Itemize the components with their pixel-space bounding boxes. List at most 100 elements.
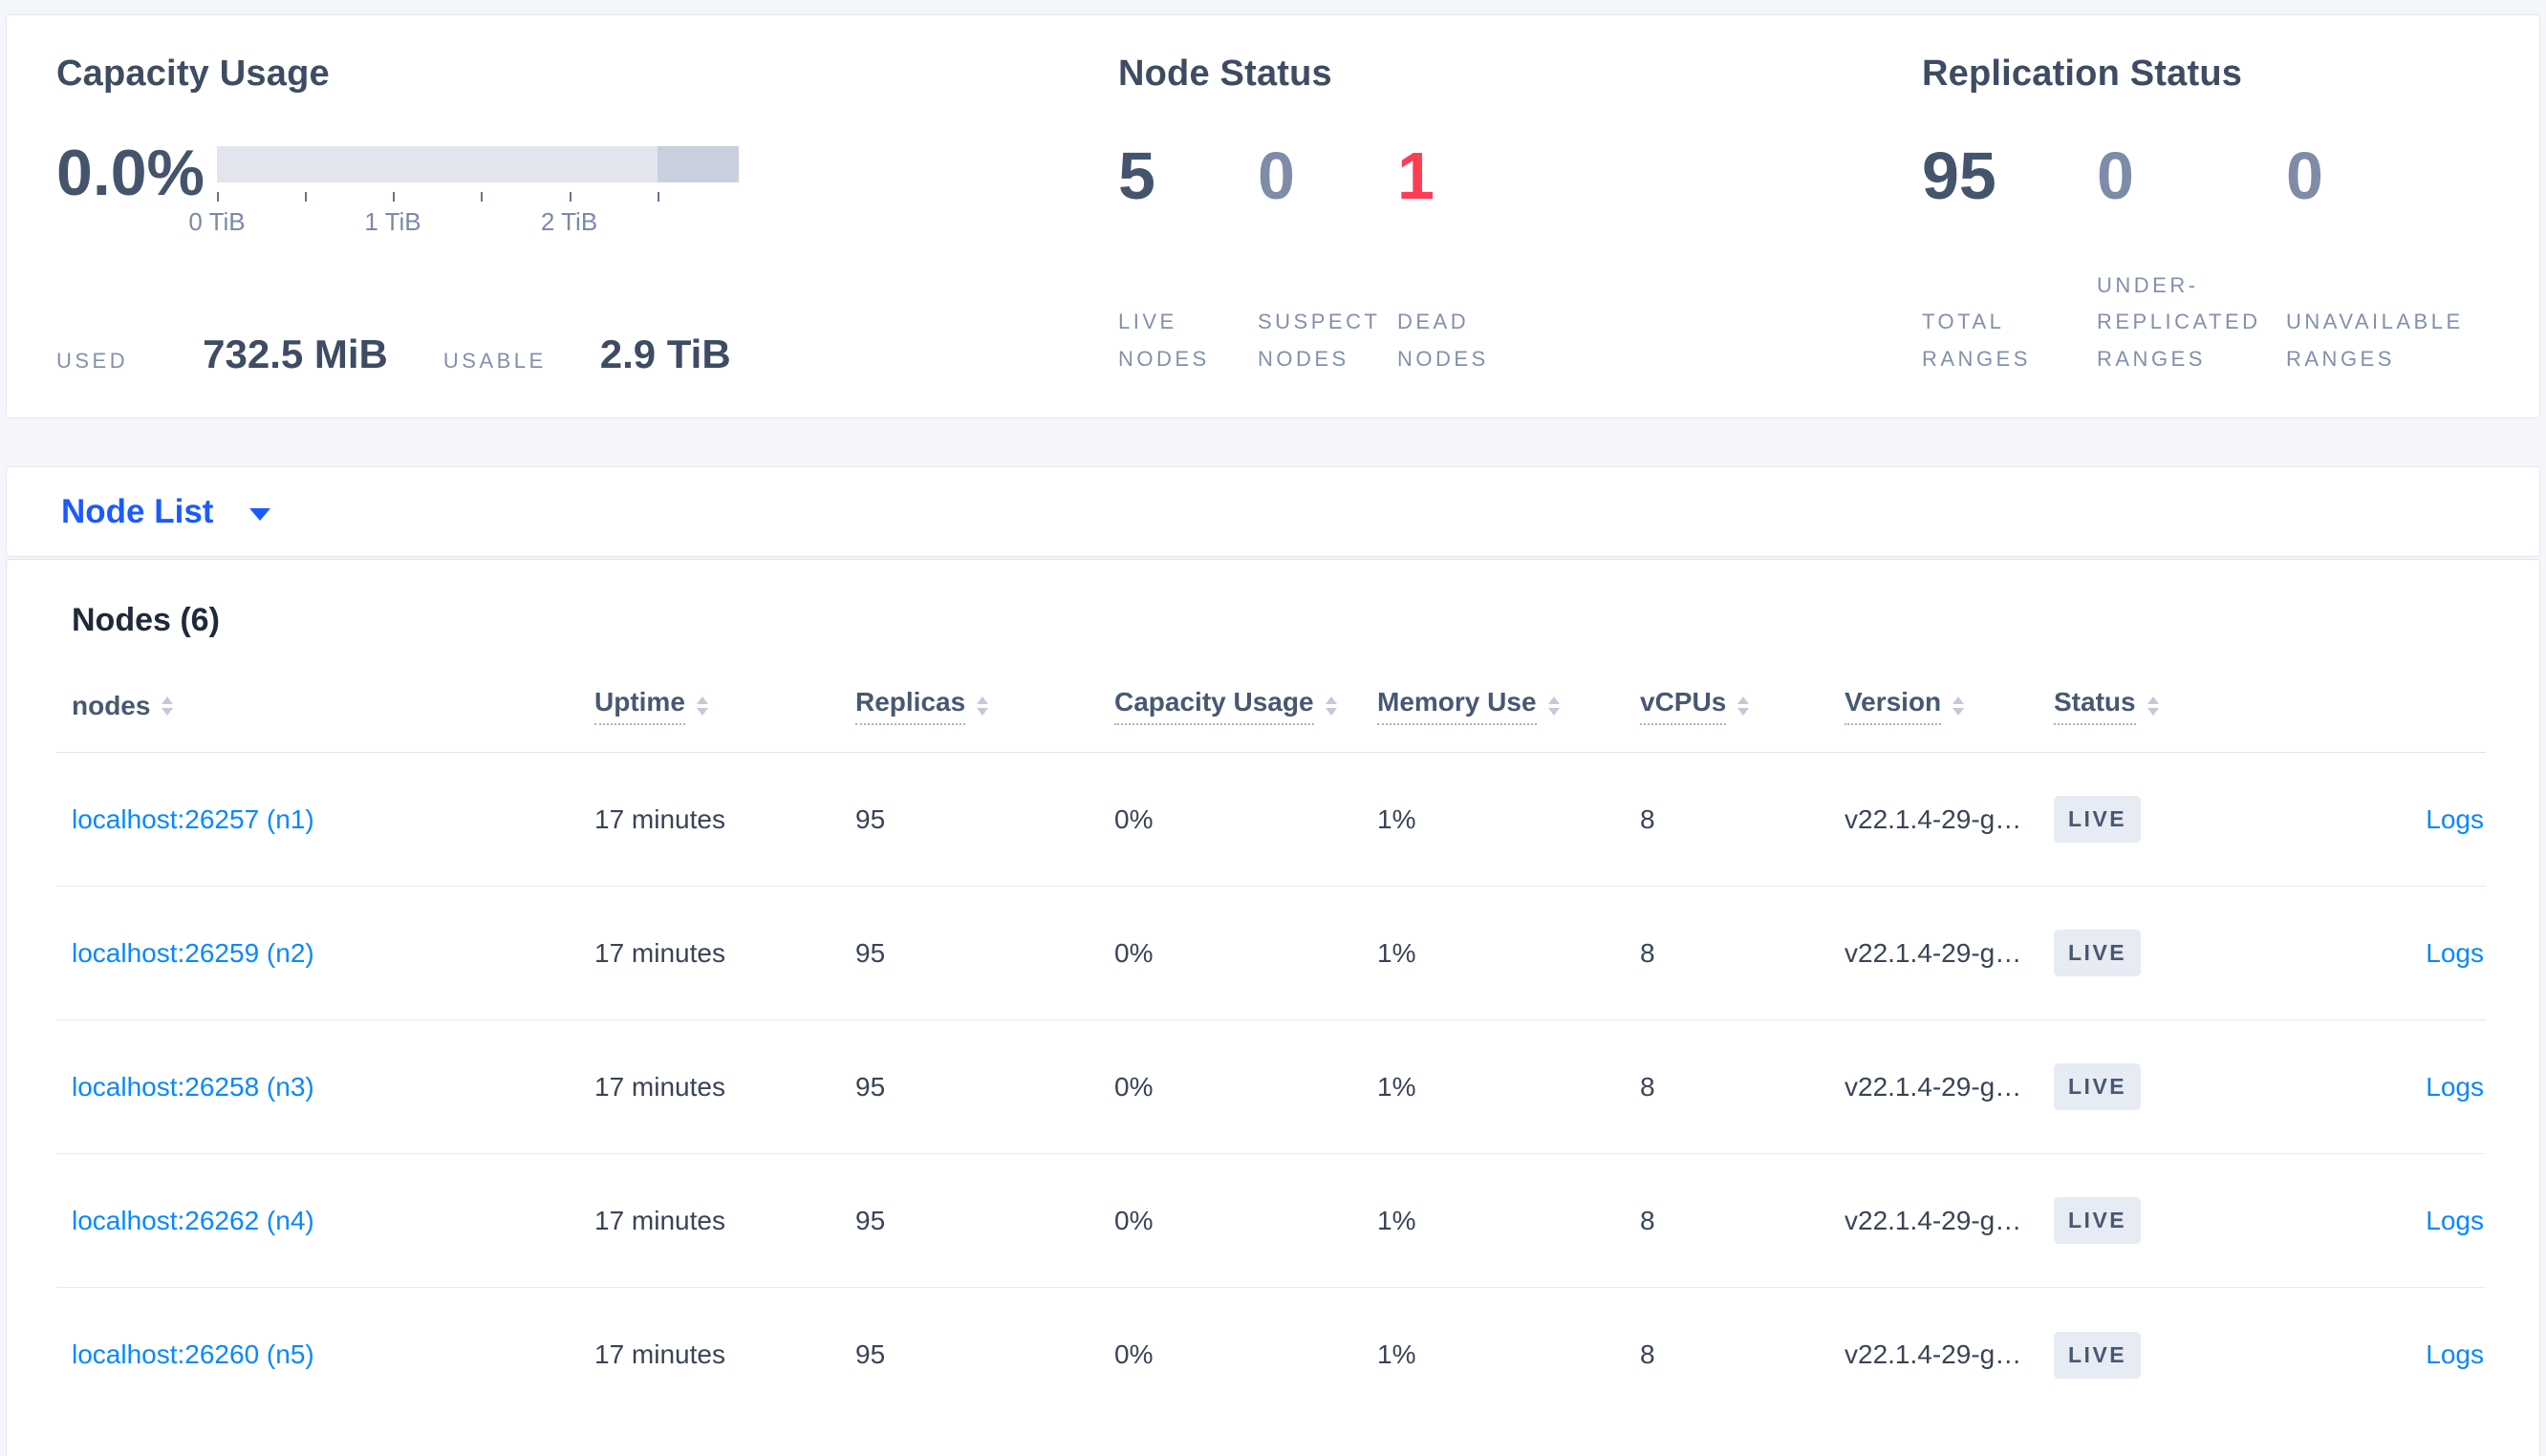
stat-label: LIVE NODES: [1118, 310, 1210, 371]
stat: 5 LIVE NODES: [1118, 142, 1258, 377]
capacity-bar-segment: [657, 146, 739, 182]
chevron-down-icon: [249, 508, 271, 521]
stat-label: SUSPECT NODES: [1258, 310, 1381, 371]
stat-value: 95: [1922, 139, 1996, 213]
axis-tick: [393, 192, 395, 202]
axis-tick: [305, 192, 308, 202]
node-status-card: Node Status 5 LIVE NODES 0 SUSPECT NODES…: [1118, 54, 1922, 377]
replicas-cell: 95: [855, 937, 886, 968]
column-header-label: Version: [1845, 687, 1942, 725]
sort-arrows-icon: [696, 696, 708, 716]
stat-label: DEAD NODES: [1397, 310, 1489, 371]
sort-arrows-icon: [2147, 696, 2159, 716]
axis-tick-label: 2 TiB: [540, 207, 598, 236]
capacity-used-percent: 0.0%: [56, 137, 205, 209]
version-cell: v22.1.4-29-g…: [1845, 1339, 2022, 1369]
logs-link[interactable]: Logs: [2426, 1071, 2484, 1102]
replicas-cell: 95: [855, 1339, 886, 1369]
stat-value: 1: [1397, 139, 1435, 213]
node-address-link[interactable]: localhost:26259 (n2): [72, 937, 314, 968]
stat-value: 5: [1118, 139, 1155, 213]
sort-arrows-icon: [1737, 696, 1750, 716]
node-address-link[interactable]: localhost:26258 (n3): [72, 1071, 314, 1102]
stat-value: 0: [2286, 139, 2323, 213]
stat-label: UNAVAILABLE RANGES: [2286, 310, 2464, 371]
node-address-link[interactable]: localhost:26257 (n1): [72, 803, 314, 834]
uptime-cell: 17 minutes: [594, 1339, 725, 1369]
replication-status-stats: 95 TOTAL RANGES 0 UNDER-REPLICATED RANGE…: [1922, 142, 2501, 377]
column-header-label: Uptime: [594, 687, 685, 725]
stat: 0 UNDER-REPLICATED RANGES: [2097, 142, 2286, 377]
nodes-table-body: localhost:26257 (n1) 17 minutes 95 0% 1%…: [56, 753, 2486, 1422]
column-header-label: vCPUs: [1640, 687, 1727, 725]
capacity-usage-cell: 0%: [1114, 1071, 1154, 1102]
view-selector-strip: Node List: [6, 466, 2540, 557]
axis-tick-label: 0 TiB: [188, 207, 246, 236]
column-header[interactable]: Replicas: [855, 687, 1114, 725]
capacity-bar-axis: 0 TiB 1 TiB 2 TiB: [188, 182, 739, 236]
uptime-cell: 17 minutes: [594, 937, 725, 968]
usable-label: USABLE: [442, 349, 547, 373]
axis-tick: [217, 192, 219, 202]
column-header[interactable]: Uptime: [594, 687, 855, 725]
column-header-label: Capacity Usage: [1114, 687, 1314, 725]
column-header[interactable]: Version: [1845, 687, 2054, 725]
capacity-usage-title: Capacity Usage: [56, 54, 330, 94]
memory-use-cell: 1%: [1377, 803, 1416, 834]
stat: 0 SUSPECT NODES: [1258, 142, 1397, 377]
used-label: USED: [56, 349, 129, 373]
column-header[interactable]: Capacity Usage: [1114, 687, 1377, 725]
logs-link[interactable]: Logs: [2426, 1339, 2484, 1369]
version-cell: v22.1.4-29-g…: [1845, 1205, 2022, 1235]
memory-use-cell: 1%: [1377, 1205, 1416, 1235]
vcpus-cell: 8: [1640, 1205, 1655, 1235]
capacity-bar: 0 TiB 1 TiB 2 TiB: [188, 146, 739, 236]
nodes-table-header: nodes Uptime Replicas Capacity Usage Mem…: [56, 687, 2486, 753]
replication-status-title: Replication Status: [1922, 54, 2243, 94]
memory-use-cell: 1%: [1377, 937, 1416, 968]
logs-link[interactable]: Logs: [2426, 937, 2484, 968]
cluster-overview-panel: Capacity Usage 0.0% 0 TiB 1 TiB 2 TiB USED…: [6, 14, 2540, 418]
column-header[interactable]: Status: [2054, 687, 2318, 725]
column-header[interactable]: nodes: [72, 691, 594, 721]
view-selector-dropdown[interactable]: Node List: [61, 492, 271, 531]
stat-label: TOTAL RANGES: [1922, 310, 2031, 371]
version-cell: v22.1.4-29-g…: [1845, 937, 2022, 968]
vcpus-cell: 8: [1640, 803, 1655, 834]
version-cell: v22.1.4-29-g…: [1845, 1071, 2022, 1102]
node-address-link[interactable]: localhost:26262 (n4): [72, 1205, 314, 1235]
axis-tick: [569, 192, 572, 202]
uptime-cell: 17 minutes: [594, 803, 725, 834]
capacity-usage-card: Capacity Usage 0.0% 0 TiB 1 TiB 2 TiB USED…: [56, 54, 1118, 377]
replicas-cell: 95: [855, 1071, 886, 1102]
view-selector-label: Node List: [61, 492, 214, 530]
capacity-usage-cell: 0%: [1114, 1205, 1154, 1235]
table-row: localhost:26262 (n4) 17 minutes 95 0% 1%…: [56, 1154, 2486, 1288]
column-header-label: Memory Use: [1377, 687, 1537, 725]
table-row: localhost:26257 (n1) 17 minutes 95 0% 1%…: [56, 753, 2486, 887]
logs-link[interactable]: Logs: [2426, 803, 2484, 834]
status-badge: LIVE: [2054, 1331, 2142, 1379]
logs-link[interactable]: Logs: [2426, 1205, 2484, 1235]
column-header[interactable]: vCPUs: [1640, 687, 1845, 725]
axis-tick-label: 1 TiB: [364, 207, 421, 236]
column-header[interactable]: Memory Use: [1377, 687, 1640, 725]
node-address-link[interactable]: localhost:26260 (n5): [72, 1339, 314, 1369]
used-value: 732.5 MiB: [203, 332, 388, 376]
nodes-section-title: Nodes (6): [72, 602, 220, 638]
axis-tick: [480, 192, 483, 202]
table-row: localhost:26258 (n3) 17 minutes 95 0% 1%…: [56, 1020, 2486, 1154]
status-badge: LIVE: [2054, 1197, 2142, 1244]
vcpus-cell: 8: [1640, 1339, 1655, 1369]
version-cell: v22.1.4-29-g…: [1845, 803, 2022, 834]
axis-tick: [657, 192, 659, 202]
stat: 95 TOTAL RANGES: [1922, 142, 2097, 377]
status-badge: LIVE: [2054, 796, 2142, 843]
column-header-label: Status: [2054, 687, 2136, 725]
stat-value: 0: [2097, 139, 2134, 213]
stat: 1 DEAD NODES: [1397, 142, 1537, 377]
sort-arrows-icon: [162, 696, 174, 716]
table-row: localhost:26259 (n2) 17 minutes 95 0% 1%…: [56, 887, 2486, 1020]
sort-arrows-icon: [977, 696, 989, 716]
stat: 0 UNAVAILABLE RANGES: [2286, 142, 2496, 377]
